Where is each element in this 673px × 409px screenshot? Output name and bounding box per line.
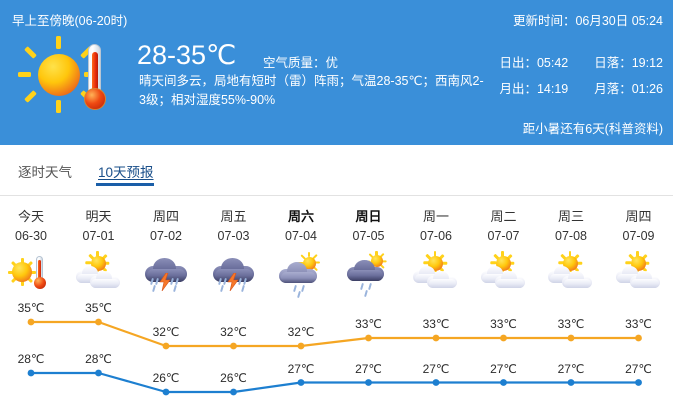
sun-behind-cloud-icon: [410, 251, 462, 298]
forecast-day-date: 07-07: [487, 229, 520, 243]
header-update-time: 更新时间：06月30日 05:24: [512, 14, 663, 28]
header-period-title: 早上至傍晚(06-20时): [12, 14, 128, 28]
sunrise-sunset-row: 日出：05:42 日落：19:12: [499, 52, 663, 71]
forecast-day-name: 今天: [17, 209, 44, 224]
forecast-day-date: 07-09: [622, 229, 655, 243]
forecast-day-name: 周四: [152, 209, 179, 224]
tab-active-underline: [96, 183, 154, 186]
solar-term-note[interactable]: 距小暑还有6天(科普资料): [522, 122, 663, 136]
moonrise-label: 月出：14:19: [499, 82, 569, 96]
forecast-weather-icon-col: [605, 251, 672, 298]
forecast-day-name: 周五: [220, 209, 247, 224]
lightning-bolt-icon: [226, 273, 239, 291]
forecast-day-date: 07-06: [420, 229, 452, 243]
forecast-day-name: 周六: [287, 209, 314, 224]
moonset-label: 月落：01:26: [594, 82, 663, 96]
tab-10day[interactable]: 10天预报: [98, 165, 154, 180]
sun-behind-cloud-icon: [545, 251, 597, 298]
forecast-day-name: 周四: [625, 209, 652, 224]
forecast-day-name: 周一: [422, 209, 449, 224]
sun-behind-cloud-icon: [478, 251, 530, 298]
forecast-grid: 今天 06-30 明天 07-01 周四 07-02 周五 07-03 周六 07-04 周日 07-…: [0, 196, 673, 404]
forecast-day-name: 明天: [85, 209, 112, 224]
dark-rain-cloud-sun-icon: [343, 250, 395, 298]
sun-thermometer-icon: [16, 36, 120, 114]
sun-behind-cloud-icon: [73, 251, 125, 298]
forecast-weather-icon-col: [335, 250, 402, 298]
forecast-day-date: 07-08: [555, 229, 587, 243]
forecast-weather-icon-col: [133, 252, 200, 298]
tab-bar: 逐时天气 10天预报: [0, 145, 673, 330]
header-temperature-range: 28-35℃: [137, 40, 237, 70]
forecast-day-name: 周三: [557, 209, 584, 224]
thunderstorm-icon: [140, 252, 192, 298]
forecast-day-date: 07-03: [217, 229, 250, 243]
forecast-day-date: 07-05: [352, 229, 385, 243]
sunset-label: 日落：19:12: [594, 56, 663, 70]
forecast-weather-icon-col: [403, 251, 470, 298]
forecast-day-date: 07-04: [285, 229, 317, 243]
forecast-weather-icon-col: [268, 251, 335, 299]
forecast-day-name: 周二: [490, 209, 517, 224]
forecast-day-date: 07-01: [82, 229, 115, 243]
forecast-weather-icon-col: [0, 252, 65, 298]
forecast-weather-icon-col: [200, 252, 267, 298]
forecast-day-date: 07-02: [150, 229, 182, 243]
sunrise-label: 日出：05:42: [499, 56, 569, 70]
forecast-day-name: 周日: [355, 209, 382, 224]
tab-hourly[interactable]: 逐时天气: [18, 165, 72, 180]
forecast-weather-icon-col: [65, 251, 132, 298]
section-divider: [0, 194, 673, 196]
forecast-weather-icon-col: [470, 251, 537, 298]
sun-thermometer-icon: [5, 252, 57, 298]
header-air-quality: 空气质量：优: [263, 56, 339, 70]
forecast-day-date: 06-30: [15, 229, 47, 243]
header-description: 晴天间多云，局地有短时（雷）阵雨；气温28-35℃；西南风2-3级；相对湿度55…: [139, 74, 484, 107]
moonrise-moonset-row: 月出：14:19 月落：01:26: [499, 78, 663, 97]
sun-behind-cloud-icon: [613, 251, 665, 298]
lightning-bolt-icon: [159, 273, 171, 291]
forecast-weather-icon-col: [538, 251, 605, 298]
thunderstorm-icon: [208, 252, 260, 298]
weather-header: 早上至傍晚(06-20时) 更新时间：06月30日 05:24 28-35℃ 空…: [0, 0, 673, 145]
sun-behind-rain-cloud-icon: [275, 251, 327, 299]
